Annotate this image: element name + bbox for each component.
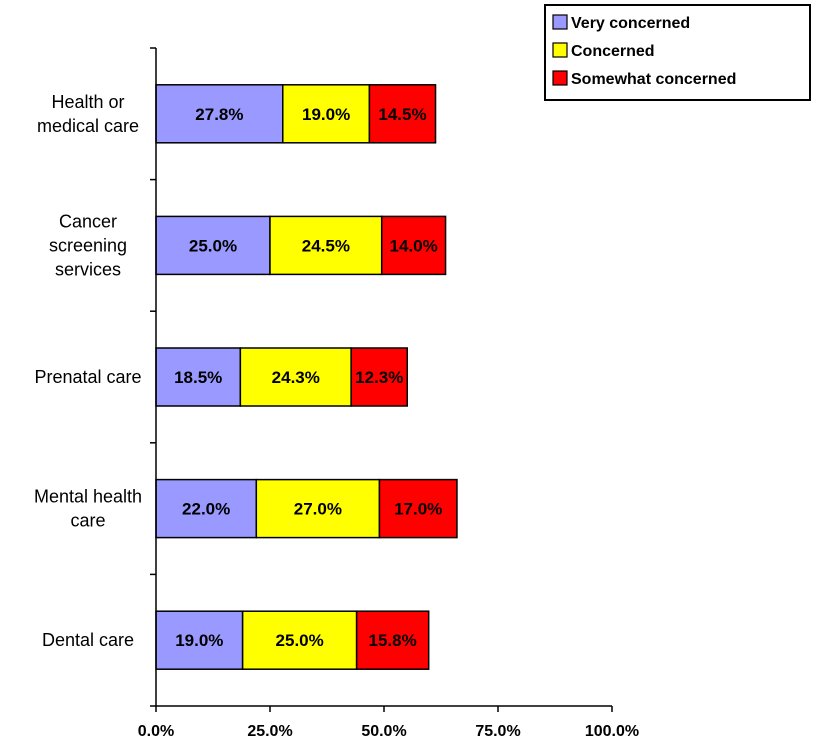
x-tick-labels: 0.0% 25.0% 50.0% 75.0% 100.0% <box>138 723 639 740</box>
x-tick-label: 100.0% <box>585 723 639 740</box>
data-label: 24.3% <box>272 368 320 387</box>
x-tick-label: 0.0% <box>138 723 174 740</box>
category-label: Dental care <box>42 630 134 650</box>
x-tick-label: 50.0% <box>361 723 406 740</box>
legend-swatch <box>553 15 567 29</box>
category-label-line: care <box>70 511 105 531</box>
category-label: Health or medical care <box>37 92 139 136</box>
data-label: 14.5% <box>378 105 426 124</box>
category-label-line: Cancer <box>59 211 117 231</box>
data-label: 17.0% <box>394 500 442 519</box>
x-tick-label: 75.0% <box>475 723 520 740</box>
legend-label: Very concerned <box>571 15 690 32</box>
data-label: 12.3% <box>355 368 403 387</box>
data-label: 25.0% <box>276 631 324 650</box>
category-label: Cancer screening services <box>49 211 127 279</box>
x-tick-label: 25.0% <box>247 723 292 740</box>
legend-label: Concerned <box>571 43 655 60</box>
data-label: 14.0% <box>390 236 438 255</box>
legend-swatch <box>553 71 567 85</box>
data-label: 25.0% <box>189 236 237 255</box>
category-label-line: Dental care <box>42 630 134 650</box>
data-label: 27.8% <box>195 105 243 124</box>
data-label: 15.8% <box>369 631 417 650</box>
legend-label: Somewhat concerned <box>571 71 736 88</box>
legend: Very concerned Concerned Somewhat concerne… <box>545 5 810 100</box>
bars-layer: 27.8% 19.0% 14.5% 25.0% 24.5% 14.0% 18.5% 24.3%… <box>156 85 457 669</box>
category-label-line: Mental health <box>34 487 142 507</box>
data-label: 22.0% <box>182 500 230 519</box>
category-label-line: screening <box>49 235 127 255</box>
data-label: 27.0% <box>294 500 342 519</box>
data-label: 24.5% <box>302 236 350 255</box>
category-labels: Health or medical care Cancer screening serv… <box>34 92 142 650</box>
legend-swatch <box>553 43 567 57</box>
category-label: Prenatal care <box>34 367 141 387</box>
data-label: 18.5% <box>174 368 222 387</box>
category-label-line: services <box>55 259 121 279</box>
category-label-line: Prenatal care <box>34 367 141 387</box>
data-label: 19.0% <box>302 105 350 124</box>
category-label-line: Health or <box>51 92 124 112</box>
data-label: 19.0% <box>175 631 223 650</box>
category-label-line: medical care <box>37 116 139 136</box>
category-label: Mental health care <box>34 487 142 531</box>
